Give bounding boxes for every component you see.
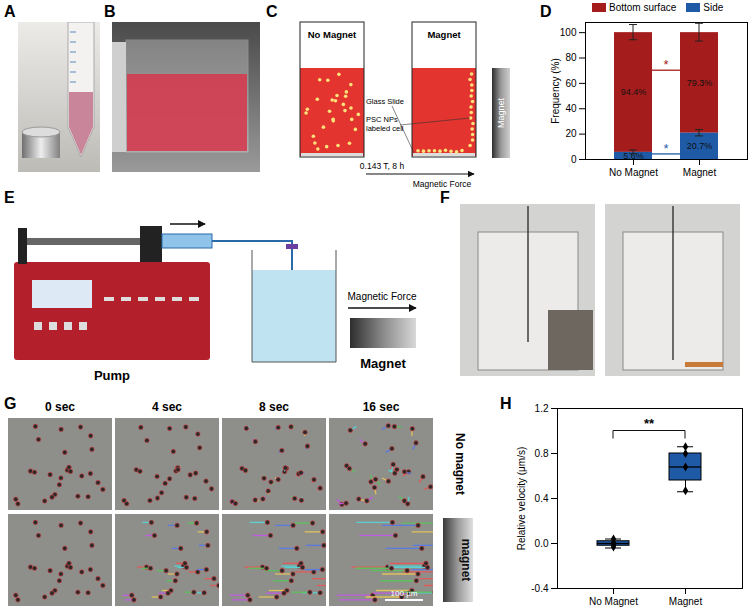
svg-text:Glass Slide: Glass Slide — [366, 97, 404, 106]
svg-text:Magnetic Force: Magnetic Force — [348, 291, 417, 302]
svg-text:79.3%: 79.3% — [687, 78, 713, 88]
svg-text:No Magnet: No Magnet — [609, 167, 658, 178]
svg-text:Frequency (%): Frequency (%) — [550, 58, 561, 124]
svg-text:No Magnet: No Magnet — [589, 596, 638, 607]
svg-text:8 sec: 8 sec — [259, 400, 289, 414]
svg-text:*: * — [663, 57, 668, 72]
html-text:H: H — [500, 395, 512, 412]
html-text:Side: Side — [703, 2, 724, 13]
svg-text:Magnet: Magnet — [669, 596, 703, 607]
svg-text:Magnetic Force: Magnetic Force — [413, 179, 472, 189]
svg-text:0.143 T, 8 h: 0.143 T, 8 h — [360, 161, 405, 171]
svg-text:16 sec: 16 sec — [363, 400, 400, 414]
svg-text:Magnet: Magnet — [683, 167, 717, 178]
svg-text:PSC NPslabeled cell: PSC NPslabeled cell — [366, 115, 404, 133]
svg-text:94.4%: 94.4% — [621, 87, 647, 97]
svg-text:1.2: 1.2 — [535, 403, 549, 414]
svg-text:80: 80 — [565, 52, 577, 63]
svg-text:40: 40 — [565, 103, 577, 114]
html-text:G: G — [4, 395, 17, 412]
html-text:A: A — [4, 3, 16, 20]
svg-text:magnet: magnet — [459, 539, 473, 582]
svg-text:20: 20 — [565, 128, 577, 139]
html-text:E: E — [4, 189, 15, 206]
svg-text:-0.4: -0.4 — [531, 583, 549, 594]
svg-text:0.4: 0.4 — [535, 493, 549, 504]
svg-text:100: 100 — [560, 27, 577, 38]
html-text:B: B — [104, 3, 116, 20]
html-text:C: C — [266, 3, 278, 20]
svg-text:100 μm: 100 μm — [391, 589, 418, 598]
svg-text:4 sec: 4 sec — [152, 400, 182, 414]
html-text:Bottom surface: Bottom surface — [609, 2, 677, 13]
html-text:D: D — [540, 3, 552, 20]
svg-text:No magnet: No magnet — [453, 433, 467, 495]
svg-text:*: * — [663, 141, 668, 156]
svg-text:0.8: 0.8 — [535, 448, 549, 459]
svg-text:0: 0 — [571, 154, 577, 165]
svg-text:0 sec: 0 sec — [45, 400, 75, 414]
svg-text:Relative velocity (μm/s): Relative velocity (μm/s) — [516, 447, 527, 551]
svg-text:Magnet: Magnet — [427, 29, 461, 40]
svg-text:Magnet: Magnet — [496, 97, 506, 128]
svg-text:0.0: 0.0 — [535, 538, 549, 549]
svg-text:60: 60 — [565, 78, 577, 89]
svg-text:20.7%: 20.7% — [687, 141, 713, 151]
svg-text:**: ** — [644, 416, 655, 431]
svg-text:5.6%: 5.6% — [623, 150, 644, 161]
svg-text:No Magnet: No Magnet — [308, 29, 357, 40]
svg-text:Pump: Pump — [94, 368, 130, 383]
svg-text:Magnet: Magnet — [360, 356, 406, 371]
html-text:F: F — [440, 189, 450, 206]
